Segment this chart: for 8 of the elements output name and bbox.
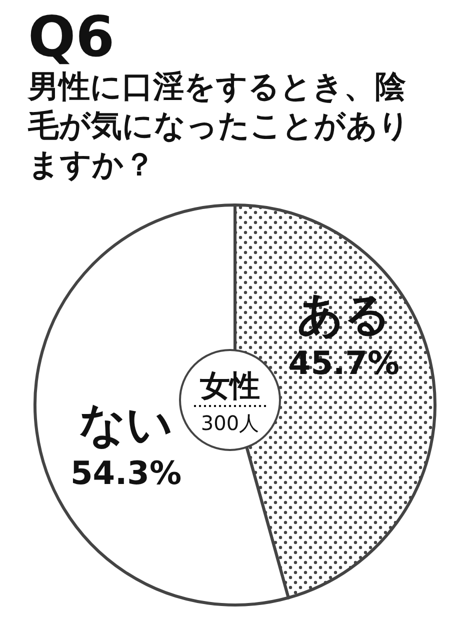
chart-subtitle: 男性に口淫をするとき、陰毛が気になったことがありますか？	[28, 68, 411, 185]
legend-label: ない	[79, 396, 173, 451]
slice-label: ある	[297, 287, 391, 342]
data-label: 54.3%	[70, 454, 182, 492]
data-label: 45.7%	[288, 344, 400, 382]
text: 女性	[199, 369, 260, 404]
chart-title: Q6	[28, 5, 116, 70]
text: 300人	[200, 411, 260, 435]
